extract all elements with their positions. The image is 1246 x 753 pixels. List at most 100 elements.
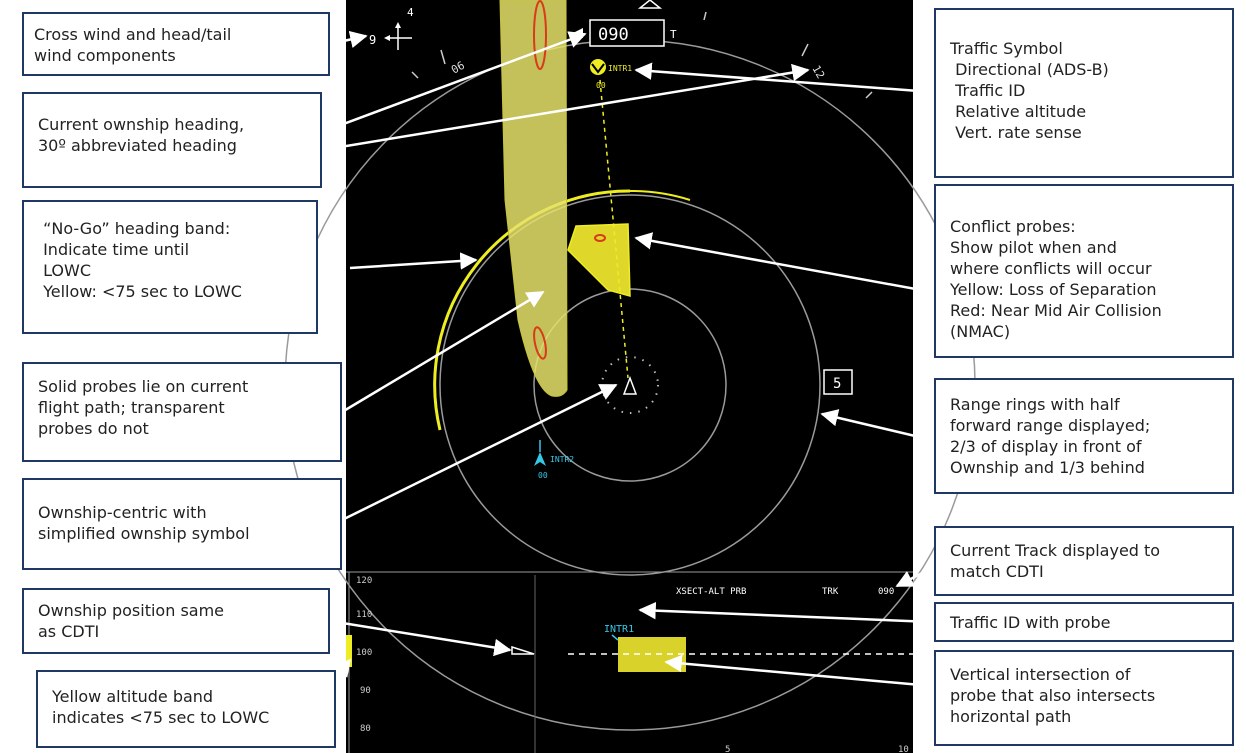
vsd-alt-tick-80: 80	[360, 724, 371, 734]
callout-line: Vert. rate sense	[950, 123, 1082, 142]
callout-traffic-id-probe: Traffic ID with probe	[934, 602, 1234, 642]
arrow-heading-1	[321, 31, 587, 134]
range-label: 5	[833, 376, 841, 392]
traffic2-symbol	[534, 452, 546, 466]
no-go-heading-band	[499, 0, 568, 397]
arrow-ownship-position	[329, 619, 512, 657]
callout-line: Cross wind and head/tail	[34, 25, 232, 44]
heading-ref: T	[670, 28, 677, 41]
traffic1-id: INTR1	[608, 64, 632, 73]
arrow-traffic-id	[638, 601, 933, 624]
callout-line: wind components	[34, 46, 176, 65]
callout-line: Directional (ADS-B)	[950, 60, 1109, 79]
callout-line: Ownship position same	[38, 601, 225, 620]
arrow-nogo-ring	[349, 252, 478, 270]
arrow-alt-band	[333, 658, 352, 679]
arrow-solid-probes	[341, 290, 545, 414]
callout-line: probe that also intersects	[950, 686, 1156, 705]
compass-tick	[440, 49, 446, 65]
arrow-track	[895, 566, 933, 588]
callout-crosswind: Cross wind and head/tail wind components	[22, 12, 330, 76]
arrow-crosswind	[329, 30, 368, 48]
callout-current-track: Current Track displayed to match CDTI	[934, 526, 1234, 596]
callout-line: Indicate time until	[38, 240, 190, 259]
callout-line: Traffic ID	[950, 81, 1026, 100]
arrow-heading-2	[321, 63, 810, 152]
compass-label-12: 12	[809, 63, 827, 81]
vsd-traffic-id: INTR1	[604, 624, 634, 635]
callout-line: Range rings with half	[950, 395, 1120, 414]
callout-line: Ownship-centric with	[38, 503, 207, 522]
callout-conflict-probes: Conflict probes: Show pilot when and whe…	[934, 184, 1234, 358]
vsd-title: XSECT-ALT PRB	[676, 587, 746, 597]
callout-line: Yellow altitude band	[52, 687, 214, 706]
callout-line: Solid probes lie on current	[38, 377, 249, 396]
arrow-conflict	[634, 232, 933, 294]
callout-line: as CDTI	[38, 622, 100, 641]
callout-line: Yellow: <75 sec to LOWC	[38, 282, 242, 301]
callout-arrows	[321, 30, 933, 688]
heading-top-marker	[637, 0, 663, 9]
vsd-alt-tick-90: 90	[360, 686, 371, 696]
callout-line: Vertical intersection of	[950, 665, 1131, 684]
callout-line: Show pilot when and	[950, 238, 1117, 257]
vsd-alt-tick-110: 110	[356, 610, 372, 620]
nmac-zone-top	[533, 0, 547, 70]
vsd-traffic-leader	[611, 634, 619, 641]
traffic1-direction-icon	[591, 63, 605, 74]
callout-line: (NMAC)	[950, 322, 1011, 341]
callout-line: Current ownship heading,	[38, 115, 245, 134]
traffic1-alt: 00	[596, 81, 606, 90]
callout-line: where conflicts will occur	[950, 259, 1152, 278]
vsd-range-tick-5: 5	[725, 745, 730, 753]
heading-value: 090	[598, 25, 629, 45]
traffic-track-line	[599, 79, 629, 379]
callout-traffic-symbol: Traffic Symbol Directional (ADS-B) Traff…	[934, 8, 1234, 178]
callout-line: match CDTI	[950, 562, 1044, 581]
callout-line: horizontal path	[950, 707, 1072, 726]
nmac-zone-lower	[533, 326, 547, 360]
callout-line: Traffic Symbol	[950, 39, 1063, 58]
callout-solid-probes: Solid probes lie on current flight path;…	[22, 362, 342, 462]
vsd-track-value: 090	[878, 587, 894, 597]
vsd-alt-tick-100: 100	[356, 648, 372, 658]
vsd-ownship-symbol	[511, 645, 535, 655]
vsd-altitude-band	[346, 635, 352, 667]
callout-line: Ownship and 1/3 behind	[950, 458, 1145, 477]
wind-tail: 4	[407, 6, 414, 19]
compass-tick	[411, 71, 419, 79]
callout-line: 30º abbreviated heading	[38, 136, 237, 155]
arrow-traffic	[634, 62, 933, 94]
callout-heading: Current ownship heading, 30º abbreviated…	[22, 92, 322, 188]
callout-line: 2/3 of display in front of	[950, 437, 1142, 456]
compass-tick	[801, 43, 809, 57]
callout-alt-band: Yellow altitude band indicates <75 sec t…	[36, 670, 336, 748]
ownship-symbol	[622, 375, 638, 395]
callout-vertical-intersection: Vertical intersection of probe that also…	[934, 650, 1234, 746]
callout-ownship-position: Ownship position same as CDTI	[22, 588, 330, 654]
callout-line: Current Track displayed to	[950, 541, 1161, 560]
wind-arrowhead-up	[395, 22, 401, 28]
horizontal-display: 06 12 090 T 9 4 INTR1 00 INTR2 00 5	[284, 0, 976, 731]
arrow-range-rings	[820, 409, 933, 442]
conflict-probe-nmac	[594, 234, 606, 242]
callout-line: Red: Near Mid Air Collision	[950, 301, 1162, 320]
compass-tick	[703, 11, 707, 21]
traffic2-alt: 00	[538, 471, 548, 480]
callout-line: forward range displayed;	[950, 416, 1151, 435]
callout-range-rings: Range rings with half forward range disp…	[934, 378, 1234, 494]
arrow-vertical-intersection	[664, 654, 933, 688]
traffic1-symbol	[590, 59, 606, 75]
ring-arc-right	[629, 189, 691, 201]
ownship-proximity-ring	[601, 356, 659, 414]
vsd-track-label: TRK	[822, 587, 839, 597]
callout-line: flight path; transparent	[38, 398, 225, 417]
callout-line: Traffic ID with probe	[950, 613, 1111, 632]
callout-line: indicates <75 sec to LOWC	[52, 708, 270, 727]
heading-box	[589, 19, 665, 47]
callout-line: simplified ownship symbol	[38, 524, 250, 543]
range-ring-mid	[439, 194, 821, 576]
traffic2-id: INTR2	[550, 455, 574, 464]
callout-line: Relative altitude	[950, 102, 1087, 121]
